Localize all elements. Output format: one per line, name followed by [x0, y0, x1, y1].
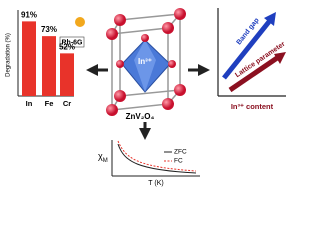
category-label: In: [26, 99, 33, 108]
bar: [60, 53, 74, 96]
bar: [42, 36, 56, 96]
trend-x-label: In³⁺ content: [231, 102, 274, 111]
trend-axes: [217, 8, 286, 97]
category-label: Cr: [63, 99, 71, 108]
legend-text: FC: [174, 158, 183, 165]
light-icon: [75, 17, 85, 27]
bar: [22, 21, 36, 97]
band-gap-label: Band gap: [236, 17, 261, 46]
category-label: Fe: [45, 99, 54, 108]
lattice-arrow: [228, 53, 282, 93]
atoms: [106, 8, 186, 116]
fc-curve: [117, 140, 197, 172]
zfc-curve: [117, 143, 197, 174]
value-label: 73%: [41, 25, 57, 34]
arrows: [86, 64, 210, 140]
graphical-abstract: Degradation (%) Rh-6G In³⁺ ZnV₂O₄ Band g…: [6, 8, 287, 187]
value-label: 91%: [21, 10, 37, 19]
legend-box: [59, 36, 85, 48]
octahedron-face: [134, 40, 156, 92]
arrow-head: [264, 12, 276, 26]
value-label: 52%: [59, 42, 75, 51]
legend-text: Rh-6G: [62, 39, 84, 46]
formula: ZnV₂O₄: [126, 112, 155, 121]
mag-x-label: T (K): [148, 180, 163, 187]
legend-text: ZFC: [174, 149, 187, 156]
page: {"bar_chart":{"y_label":"Degradation (%)…: [5, 8, 287, 187]
chi-sub: M: [103, 158, 108, 164]
chi: χ: [98, 151, 103, 161]
mag-y-label: χM: [98, 151, 108, 163]
y-label: Degradation (%): [6, 33, 12, 77]
mag-axes: [111, 140, 200, 177]
arrow-head: [274, 52, 286, 64]
band-gap-arrow: [222, 16, 274, 80]
center-label: In³⁺: [138, 57, 152, 66]
